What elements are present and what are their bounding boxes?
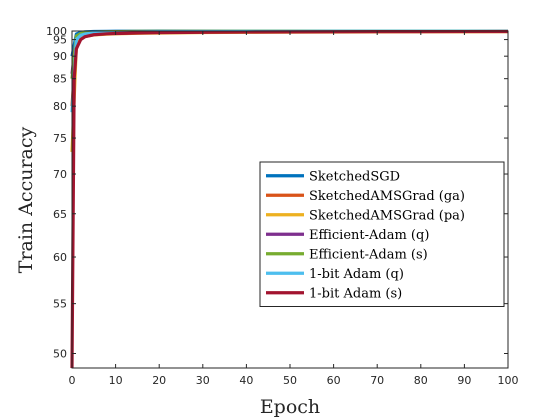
x-tick-label: 40 bbox=[239, 374, 253, 387]
series-line-7 bbox=[70, 29, 509, 369]
x-axis-title: Epoch bbox=[260, 396, 320, 418]
x-tick-label: 0 bbox=[69, 374, 76, 387]
y-tick-label: 55 bbox=[53, 298, 67, 311]
ticks-layer: 0 10 20 30 40 50 60 70 80 90 100 50 55 60 65 70 75 80 85 90… bbox=[46, 25, 519, 387]
x-tick-label: 30 bbox=[196, 374, 210, 387]
y-tick-label: 65 bbox=[53, 208, 67, 221]
y-tick-label: 70 bbox=[53, 168, 67, 181]
y-tick-label: 50 bbox=[53, 347, 67, 360]
legend-label: Efficient-Adam (s) bbox=[309, 247, 428, 262]
legend-label: 1-bit Adam (q) bbox=[309, 267, 404, 282]
x-tick-label: 20 bbox=[152, 374, 166, 387]
x-tick-label: 90 bbox=[457, 374, 471, 387]
y-tick-label: 90 bbox=[53, 50, 67, 63]
x-tick-label: 60 bbox=[327, 374, 341, 387]
y-tick-label: 75 bbox=[53, 132, 67, 145]
legend-label: 1-bit Adam (s) bbox=[309, 286, 402, 301]
x-tick-label: 10 bbox=[109, 374, 123, 387]
x-tick-label: 50 bbox=[283, 374, 297, 387]
x-tick-label: 70 bbox=[370, 374, 384, 387]
y-tick-label: 95 bbox=[53, 34, 67, 47]
x-tick-label: 80 bbox=[414, 374, 428, 387]
y-tick-label: 60 bbox=[53, 251, 67, 264]
legend-label: SketchedSGD bbox=[309, 169, 400, 184]
y-tick-label: 85 bbox=[53, 73, 67, 86]
legend-label: Efficient-Adam (q) bbox=[309, 228, 429, 243]
y-tick-label: 80 bbox=[53, 100, 67, 113]
legend-label: SketchedAMSGrad (pa) bbox=[309, 208, 465, 223]
legend: SketchedSGD SketchedAMSGrad (ga) SketchedA… bbox=[259, 161, 505, 307]
legend-label: SketchedAMSGrad (ga) bbox=[309, 189, 465, 204]
y-axis-title: Train Accuracy bbox=[15, 127, 37, 274]
y-tick-label: 100 bbox=[46, 25, 67, 38]
x-tick-label: 100 bbox=[498, 374, 519, 387]
